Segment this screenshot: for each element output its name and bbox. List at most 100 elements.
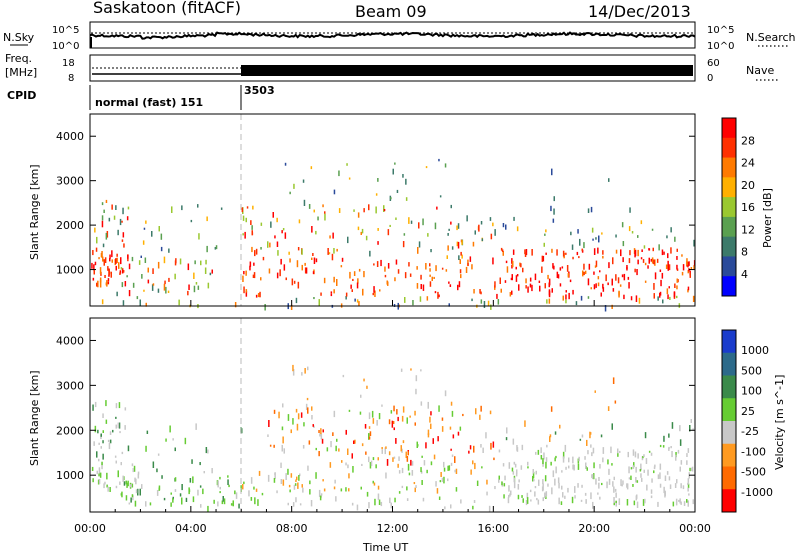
power-cell (281, 230, 283, 234)
velocity-cell (393, 405, 395, 412)
power-cell (356, 282, 359, 289)
velocity-cell (318, 489, 321, 497)
velocity-cell (94, 425, 97, 433)
velocity-cell (508, 494, 510, 498)
power-cell (687, 289, 689, 293)
velocity-cell (692, 499, 694, 505)
power-cell (621, 274, 624, 278)
velocity-cell (437, 436, 439, 442)
velocity-cell (332, 432, 334, 436)
power-cell (304, 262, 306, 266)
velocity-cell (298, 475, 300, 481)
velocity-cell (127, 480, 129, 487)
velocity-cell (540, 455, 543, 460)
power-cell (397, 269, 400, 274)
velocity-cell (307, 366, 309, 371)
velocity-cell (385, 472, 387, 479)
power-cell (206, 216, 208, 222)
power-cell (350, 284, 352, 289)
velocity-cell (543, 452, 545, 460)
power-cell (351, 289, 353, 292)
velocity-cell (312, 424, 314, 427)
colorbar-swatch (722, 118, 736, 139)
velocity-cell (562, 492, 564, 498)
power-cell (559, 283, 562, 287)
velocity-cell (420, 369, 422, 372)
power-cell (111, 259, 113, 263)
velocity-cell (420, 401, 423, 406)
velocity-cell (163, 497, 166, 501)
power-cell (151, 284, 154, 291)
velocity-cell (106, 484, 108, 488)
velocity-cell (470, 469, 472, 475)
velocity-colorbar-label: Velocity [m s^-1] (773, 375, 786, 470)
velocity-cell (308, 440, 311, 445)
velocity-cell (109, 431, 112, 435)
velocity-ylabel: Slant Range [km] (28, 370, 41, 466)
power-cell (209, 272, 212, 276)
power-cell (681, 254, 683, 257)
velocity-cell (549, 434, 552, 438)
power-cell (629, 207, 631, 213)
power-cell (93, 264, 95, 271)
velocity-cell (607, 459, 609, 465)
power-cell (122, 270, 125, 273)
velocity-cell (181, 484, 183, 491)
velocity-cell (680, 501, 682, 505)
nave-label: Nave (746, 64, 774, 77)
power-colorbar: 4 8 12 16 20 24 28 (721, 117, 755, 297)
power-cell (689, 270, 691, 276)
power-cell (197, 285, 200, 290)
velocity-cell (351, 502, 354, 506)
power-cell (302, 179, 305, 183)
velocity-cell (670, 446, 672, 449)
velocity-cell (100, 446, 102, 449)
power-cell (357, 212, 360, 218)
velocity-cell (613, 486, 615, 493)
power-cell (450, 221, 452, 225)
power-cell (151, 231, 153, 237)
velocity-cell (678, 499, 680, 502)
velocity-cell (593, 473, 595, 480)
velocity-cell (232, 500, 234, 507)
velocity-cell (117, 470, 119, 478)
power-cell (654, 272, 657, 280)
colorbar-swatch (722, 256, 736, 277)
velocity-cell (422, 497, 425, 502)
velocity-cell (207, 505, 209, 513)
power-cell (492, 257, 494, 265)
velocity-cell (599, 496, 601, 500)
power-cell (593, 284, 596, 290)
velocity-cell (372, 480, 374, 484)
velocity-cell (555, 455, 557, 459)
power-cell (447, 245, 449, 251)
power-cell (467, 259, 469, 267)
velocity-cell (640, 463, 642, 470)
power-cell (676, 268, 679, 271)
power-cell (602, 255, 604, 259)
power-cell (92, 277, 95, 281)
power-cell (553, 208, 555, 215)
velocity-cell (447, 478, 449, 482)
power-cell (562, 250, 565, 257)
power-cell (511, 264, 513, 269)
velocity-cell (517, 483, 520, 490)
velocity-cell (602, 447, 605, 454)
power-cell (308, 204, 311, 209)
velocity-cell (104, 481, 106, 485)
velocity-cell (258, 470, 261, 476)
power-cell (461, 240, 463, 245)
power-cell (448, 303, 450, 307)
velocity-cell (392, 421, 395, 424)
velocity-cell (626, 483, 629, 490)
velocity-cell (671, 451, 673, 458)
velocity-cell (219, 491, 221, 494)
power-cell (562, 295, 564, 301)
power-cell (313, 209, 315, 213)
power-cell (565, 299, 567, 304)
velocity-cell (157, 453, 160, 456)
velocity-cell (108, 442, 111, 450)
velocity-cell (443, 467, 446, 472)
power-cell (538, 280, 541, 283)
velocity-cell (593, 462, 595, 469)
